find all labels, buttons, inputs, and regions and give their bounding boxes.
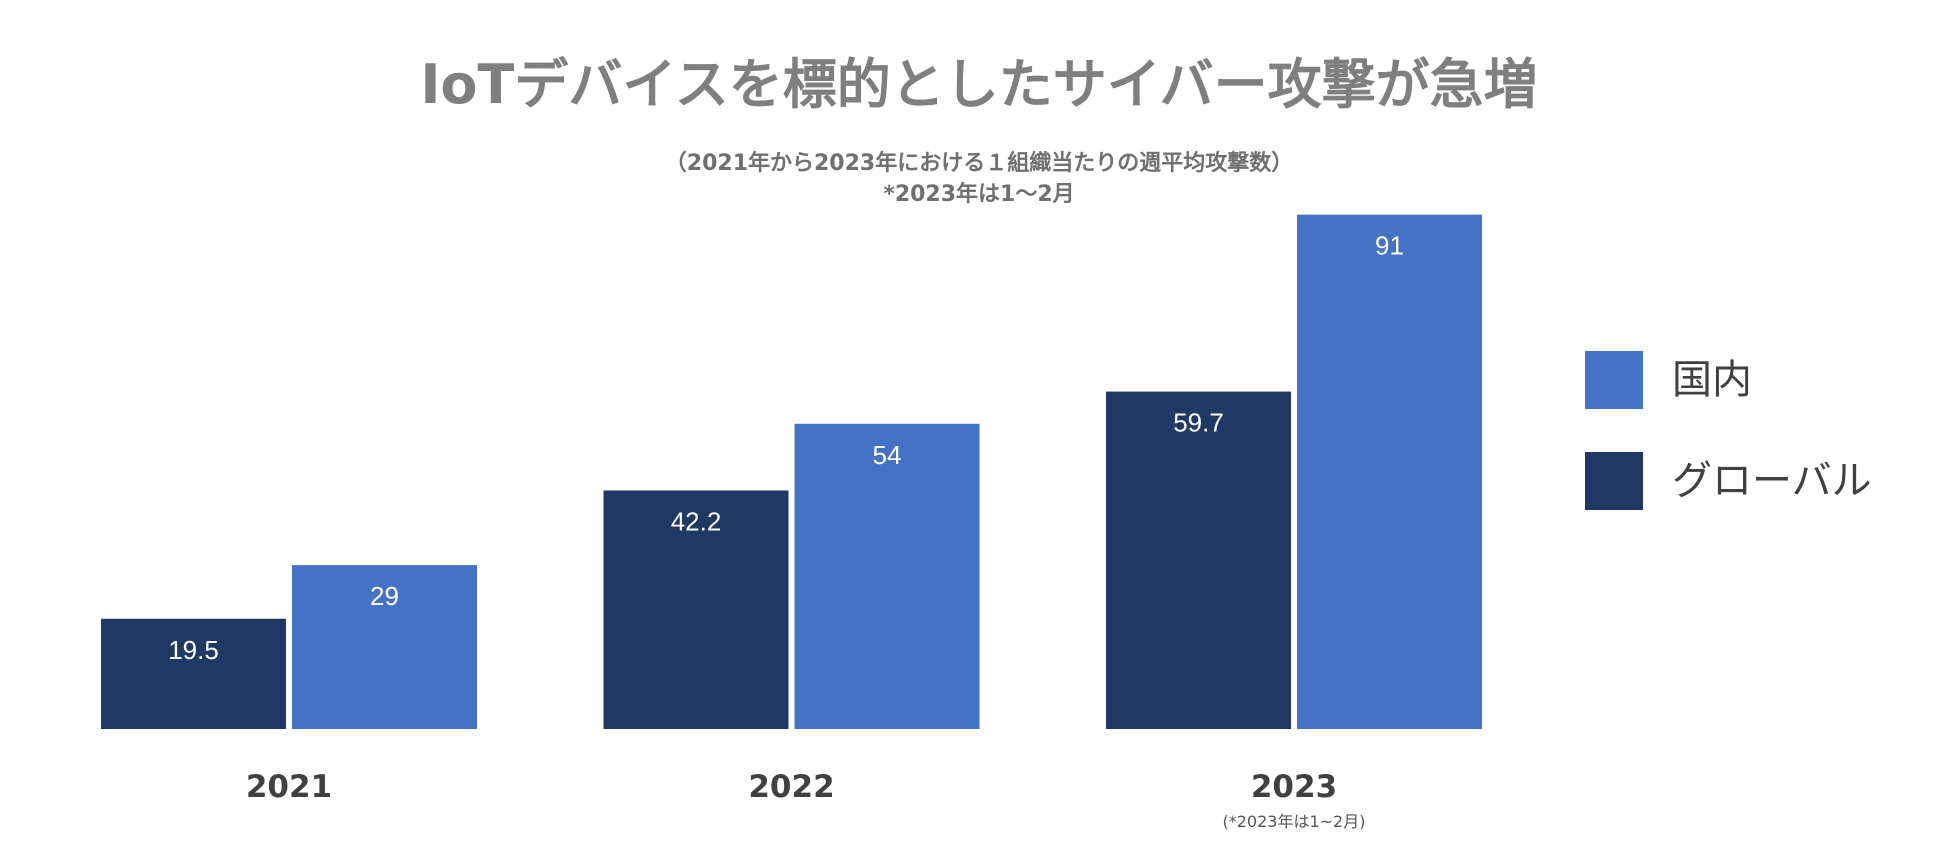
bar-global-2021 [101, 618, 286, 729]
legend-item-domestic: 国内 [1585, 351, 1752, 409]
value-label-global-2023: 59.7 [1173, 408, 1224, 438]
category-note-2023: (*2023年は1~2月) [1223, 812, 1366, 831]
bar-domestic-2023 [1297, 214, 1482, 730]
value-label-domestic-2023: 91 [1375, 231, 1404, 261]
category-label-2023: 2023 [1251, 769, 1337, 805]
category-label-2022: 2022 [748, 769, 834, 805]
legend-swatch-global [1585, 452, 1643, 510]
bar-group-2023: 59.7 91 2023 (*2023年は1~2月) [1106, 214, 1482, 831]
value-label-global-2021: 19.5 [168, 635, 219, 665]
bar-domestic-2021 [292, 565, 477, 729]
legend-label-domestic: 国内 [1672, 357, 1752, 403]
value-label-domestic-2021: 29 [370, 581, 399, 611]
bar-group-2021: 19.5 29 2021 [101, 565, 477, 805]
bar-group-2022: 42.2 54 2022 [603, 423, 980, 805]
legend-label-global: グローバル [1672, 458, 1872, 504]
bar-global-2023 [1106, 391, 1291, 729]
value-label-domestic-2022: 54 [873, 440, 902, 470]
category-label-2021: 2021 [246, 769, 332, 805]
chart-subtitle-note: *2023年は1～2月 [883, 182, 1075, 207]
chart-subtitle-block: （2021年から2023年における１組織当たりの週平均攻撃数） *2023年は1… [8, 148, 1950, 210]
value-label-global-2022: 42.2 [671, 506, 722, 536]
chart-title: IoTデバイスを標的としたサイバー攻撃が急増 [420, 53, 1538, 116]
bar-global-2022 [603, 490, 789, 729]
chart-subtitle: （2021年から2023年における１組織当たりの週平均攻撃数） [664, 151, 1294, 176]
legend-swatch-domestic [1585, 351, 1643, 409]
legend-item-global: グローバル [1585, 452, 1872, 510]
bar-domestic-2022 [794, 423, 980, 729]
